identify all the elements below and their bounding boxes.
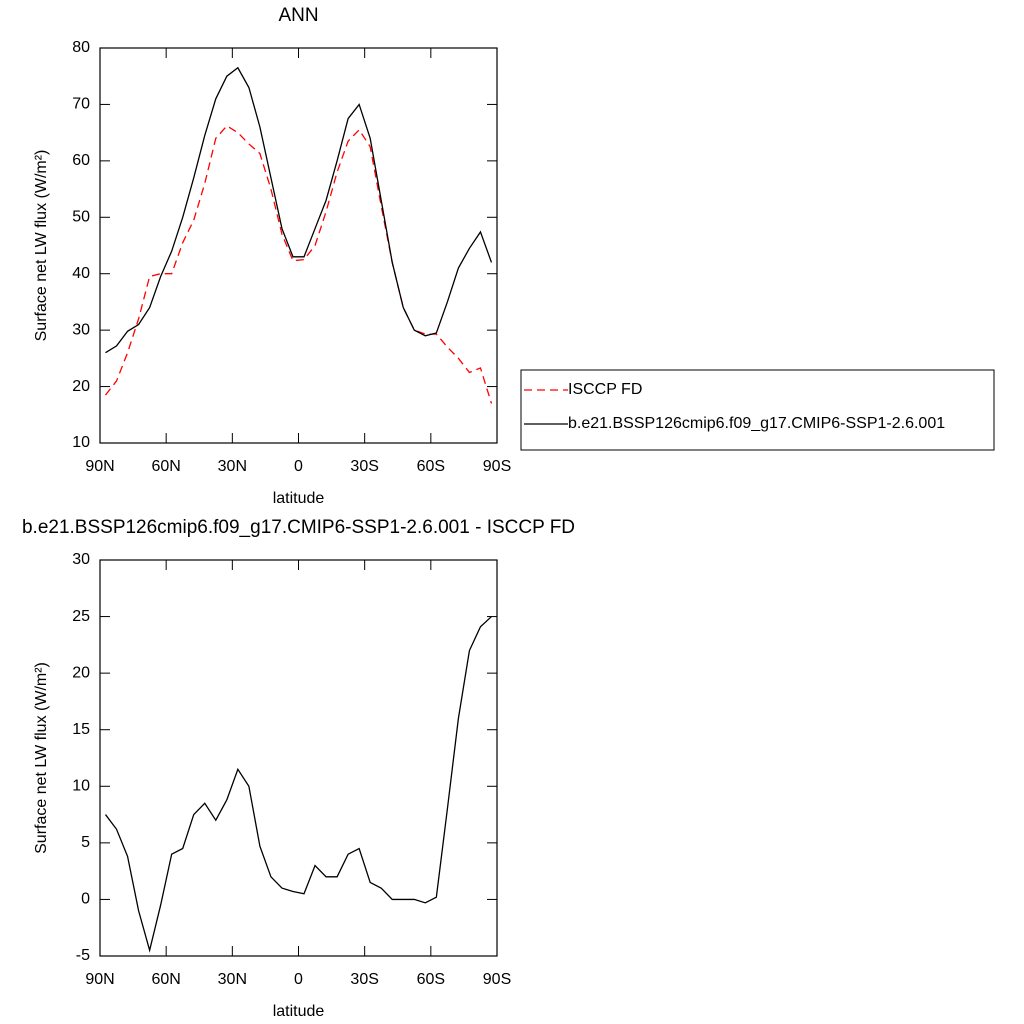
x-axis-label: latitude (273, 1003, 325, 1020)
chart-title: ANN (278, 5, 318, 26)
x-axis-label: latitude (273, 490, 325, 507)
y-tick-label: 5 (81, 834, 90, 851)
plot-frame (99, 559, 498, 957)
y-tick-label: 30 (72, 551, 90, 568)
y-axis-label: Surface net LW flux (W/m²) (33, 662, 50, 854)
x-tick-label: 90N (85, 458, 114, 475)
x-tick-label: 60S (417, 971, 445, 988)
data-line (104, 125, 493, 404)
data-line (105, 66, 493, 354)
x-tick-label: 90S (483, 458, 511, 475)
y-tick-label: 25 (72, 608, 90, 625)
x-tick-label: 30N (218, 458, 247, 475)
y-tick-label: 30 (72, 321, 90, 338)
y-tick-label: 80 (72, 39, 90, 56)
x-tick-label: 90N (85, 971, 114, 988)
y-tick-label: 10 (72, 434, 90, 451)
x-tick-label: 30N (218, 971, 247, 988)
y-tick-label: 60 (72, 152, 90, 169)
x-tick-label: 0 (294, 971, 303, 988)
legend-box (520, 369, 995, 451)
x-tick-label: 0 (294, 458, 303, 475)
legend: ISCCP FD b.e21.BSSP126cmip6.f09_g17.CMIP6… (520, 369, 995, 451)
x-tick-label: 60N (151, 458, 180, 475)
y-tick-label: 10 (72, 778, 90, 795)
x-tick-label: 30S (350, 458, 378, 475)
legend-label: ISCCP FD (568, 381, 642, 398)
y-tick-label: 70 (72, 96, 90, 113)
x-tick-label: 30S (350, 971, 378, 988)
x-tick-label: 90S (483, 971, 511, 988)
y-tick-label: 20 (72, 378, 90, 395)
y-tick-label: 50 (72, 209, 90, 226)
x-tick-label: 60S (417, 458, 445, 475)
y-tick-label: -5 (76, 947, 90, 964)
y-axis-label: Surface net LW flux (W/m²) (33, 150, 50, 342)
data-line (104, 616, 492, 953)
chart-title: b.e21.BSSP126cmip6.f09_g17.CMIP6-SSP1-2.… (22, 517, 575, 538)
y-tick-label: 0 (81, 891, 90, 908)
x-tick-label: 60N (151, 971, 180, 988)
legend-label: b.e21.BSSP126cmip6.f09_g17.CMIP6-SSP1-2.… (568, 415, 945, 432)
y-tick-label: 20 (72, 664, 90, 681)
y-tick-label: 40 (72, 265, 90, 282)
y-tick-label: 15 (72, 721, 90, 738)
plot-frame (99, 47, 498, 444)
